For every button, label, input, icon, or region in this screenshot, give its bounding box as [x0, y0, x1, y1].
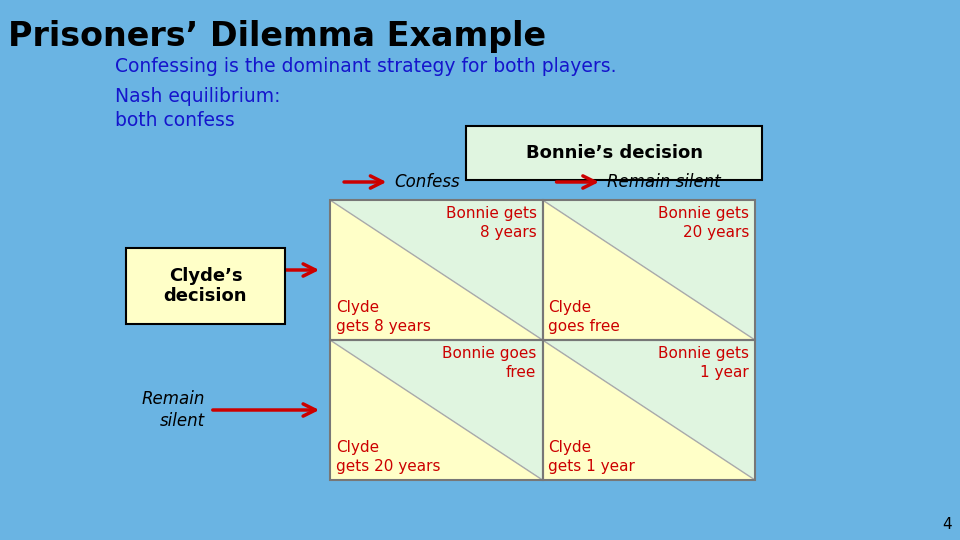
- Text: Remain
silent: Remain silent: [142, 390, 205, 430]
- Polygon shape: [330, 340, 542, 480]
- Text: 4: 4: [943, 517, 952, 532]
- Text: Clyde
goes free: Clyde goes free: [548, 300, 620, 334]
- Bar: [542, 200, 755, 340]
- Text: Prisoners’ Dilemma Example: Prisoners’ Dilemma Example: [8, 20, 546, 53]
- Polygon shape: [542, 200, 755, 340]
- Text: Bonnie’s decision: Bonnie’s decision: [525, 144, 703, 162]
- Text: Bonnie gets
1 year: Bonnie gets 1 year: [658, 346, 749, 380]
- Polygon shape: [330, 200, 542, 340]
- Polygon shape: [542, 200, 755, 340]
- Text: Confessing is the dominant strategy for both players.: Confessing is the dominant strategy for …: [115, 57, 616, 76]
- Polygon shape: [330, 340, 542, 480]
- Text: Confess: Confess: [395, 173, 460, 191]
- Polygon shape: [542, 340, 755, 480]
- Bar: [330, 200, 542, 340]
- Text: Clyde
gets 20 years: Clyde gets 20 years: [336, 441, 441, 474]
- FancyBboxPatch shape: [126, 248, 285, 324]
- Text: Nash equilibrium:
both confess: Nash equilibrium: both confess: [115, 87, 280, 130]
- Polygon shape: [542, 340, 755, 480]
- Text: Clyde
gets 1 year: Clyde gets 1 year: [548, 441, 636, 474]
- Bar: [330, 340, 542, 480]
- Bar: [542, 340, 755, 480]
- Text: Bonnie gets
20 years: Bonnie gets 20 years: [658, 206, 749, 240]
- Text: Clyde
gets 8 years: Clyde gets 8 years: [336, 300, 431, 334]
- Text: Confess: Confess: [139, 261, 205, 279]
- Text: Remain silent: Remain silent: [607, 173, 721, 191]
- Text: Clyde’s
decision: Clyde’s decision: [164, 267, 248, 306]
- Polygon shape: [330, 200, 542, 340]
- Text: Bonnie goes
free: Bonnie goes free: [443, 346, 537, 380]
- Text: Bonnie gets
8 years: Bonnie gets 8 years: [445, 206, 537, 240]
- FancyBboxPatch shape: [466, 126, 762, 180]
